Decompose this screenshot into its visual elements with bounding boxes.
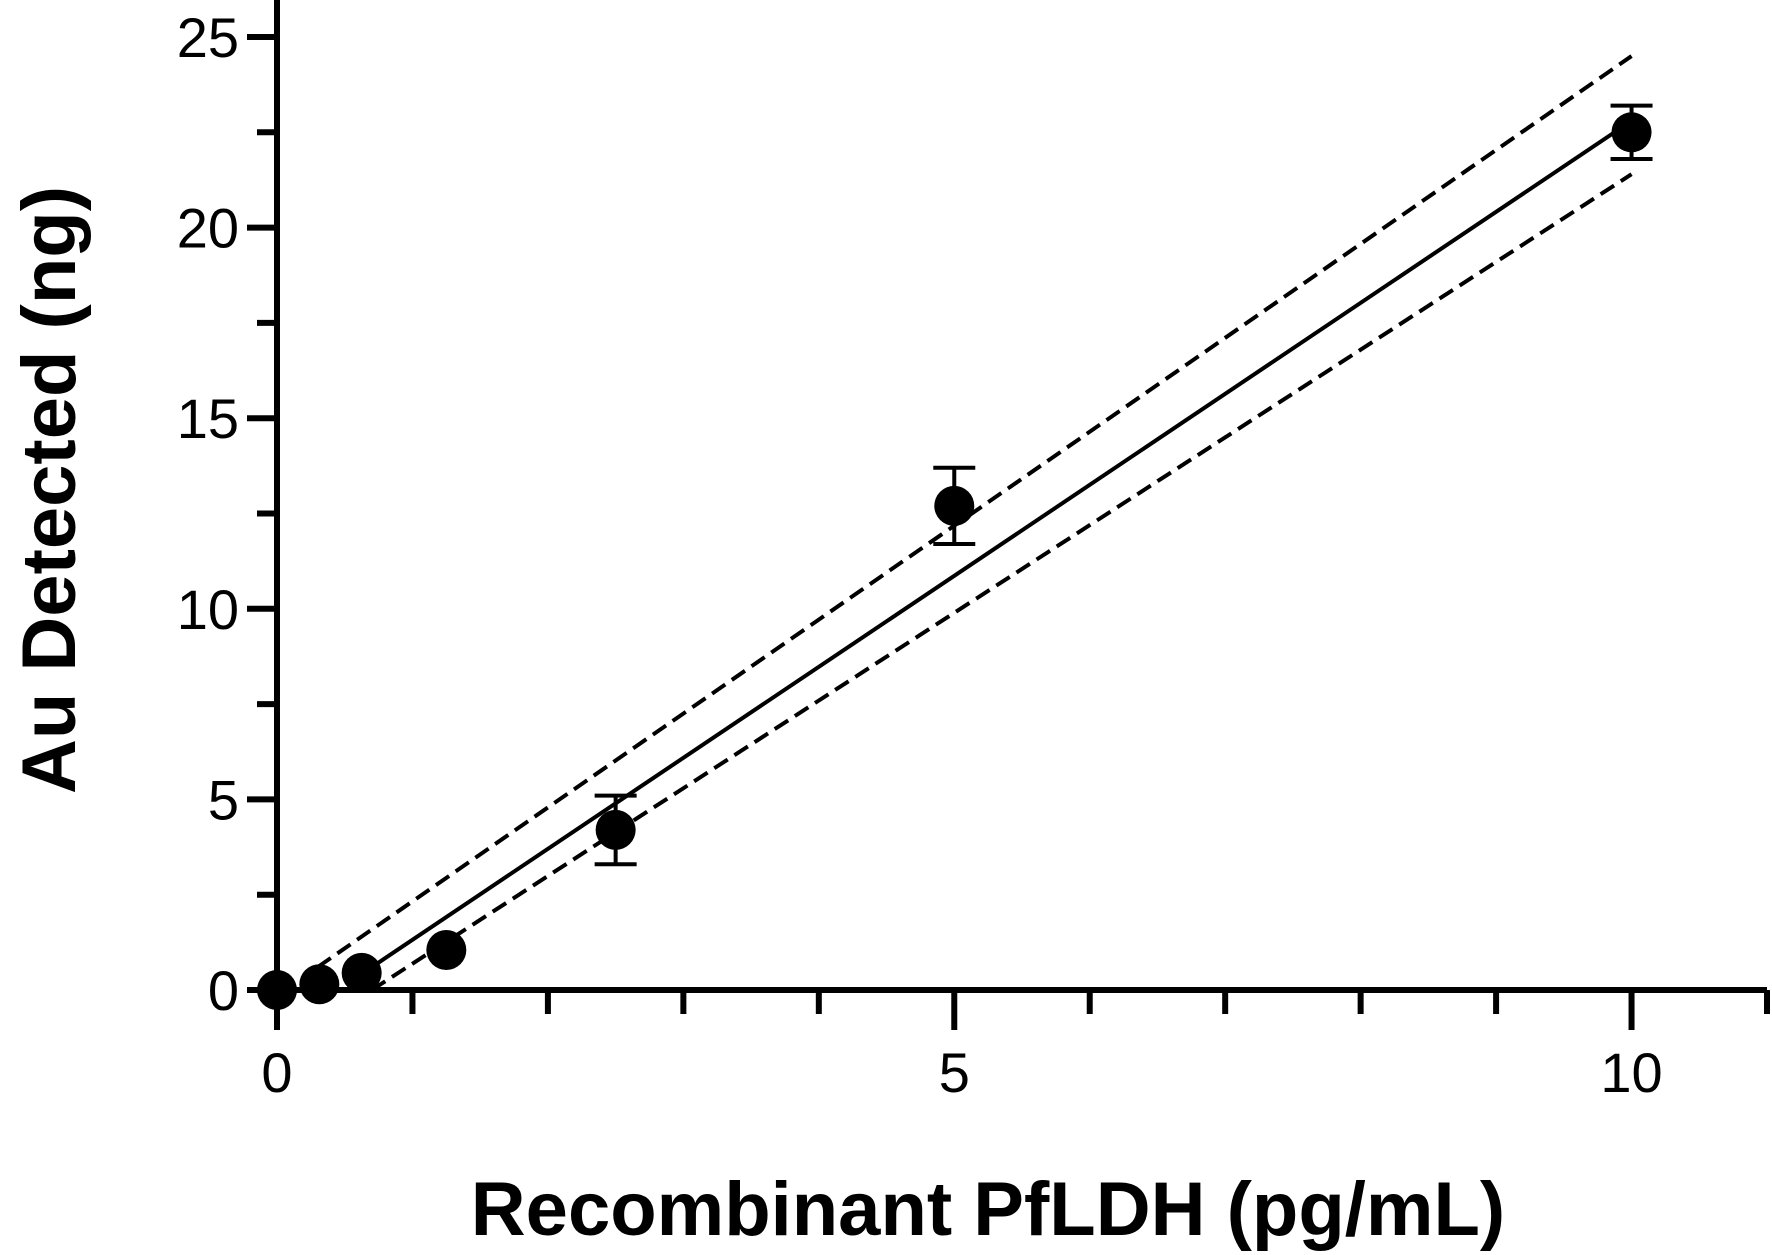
data-point: [1611, 112, 1652, 153]
data-point: [299, 964, 340, 1005]
y-tick-label: 0: [208, 959, 239, 1022]
confidence-band-lower: [370, 172, 1633, 992]
x-tick-label: 10: [1600, 1041, 1662, 1104]
x-axis-title: Recombinant PfLDH (pg/mL): [471, 1167, 1505, 1252]
axes: 0 5 10 15 20 25 0 5 10: [177, 0, 1770, 1104]
data-point: [426, 929, 467, 970]
y-tick-label: 10: [177, 578, 239, 641]
y-tick-label: 15: [177, 387, 239, 450]
data-point: [595, 809, 636, 850]
y-tick-label: 20: [177, 197, 239, 260]
data-points: [257, 103, 1653, 1010]
fit-line: [370, 119, 1633, 969]
confidence-band-upper: [316, 54, 1633, 969]
data-point: [934, 485, 975, 526]
y-axis-title: Au Detected (ng): [7, 186, 92, 794]
data-point: [341, 952, 382, 993]
data-point: [257, 970, 297, 1010]
x-tick-label: 0: [261, 1041, 292, 1104]
fit-lines: [316, 54, 1633, 992]
y-tick-label: 25: [177, 6, 239, 69]
y-tick-label: 5: [208, 768, 239, 831]
x-tick-label: 5: [939, 1041, 970, 1104]
